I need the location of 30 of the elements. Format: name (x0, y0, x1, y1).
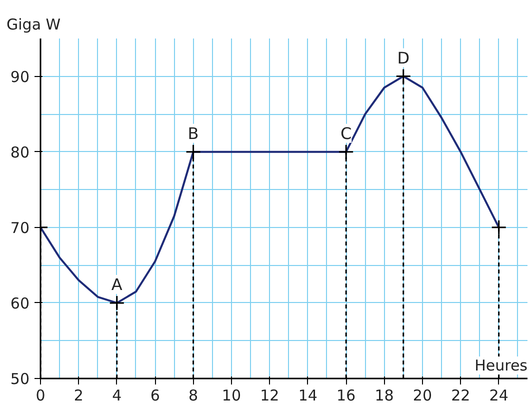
y-tick-label: 50 (10, 370, 30, 388)
point (186, 144, 202, 160)
y-tick-label: 60 (10, 294, 30, 312)
y-tick-label: 90 (10, 68, 30, 86)
x-tick-label: 10 (222, 386, 242, 403)
x-tick-label: 24 (489, 386, 508, 403)
annotation: D (397, 48, 410, 68)
x-tick-label: 20 (412, 386, 432, 403)
annotation: A (111, 274, 122, 294)
y-tick-label: 70 (10, 218, 30, 237)
x-tick-label: 18 (374, 386, 394, 403)
x-tick-label: 16 (336, 386, 356, 403)
point (396, 68, 412, 84)
y-axis-title: Giga W (6, 16, 61, 34)
x-tick-label: 6 (150, 386, 160, 403)
point (109, 295, 125, 311)
point (338, 144, 354, 160)
x-tick-label: 12 (260, 386, 280, 403)
annotation: C (340, 124, 352, 143)
x-tick-label: 4 (112, 386, 122, 403)
line-series (40, 75, 500, 304)
annotation: B (188, 124, 199, 143)
point (491, 220, 507, 236)
x-tick-label: 2 (74, 386, 84, 403)
x-tick-label: 22 (451, 386, 470, 403)
x-tick-label: 8 (188, 386, 198, 403)
x-axis-title: Heures (474, 356, 528, 374)
y-tick-label: 80 (10, 143, 30, 162)
x-tick-label: 0 (36, 386, 46, 403)
x-tick-label: 14 (298, 386, 318, 403)
